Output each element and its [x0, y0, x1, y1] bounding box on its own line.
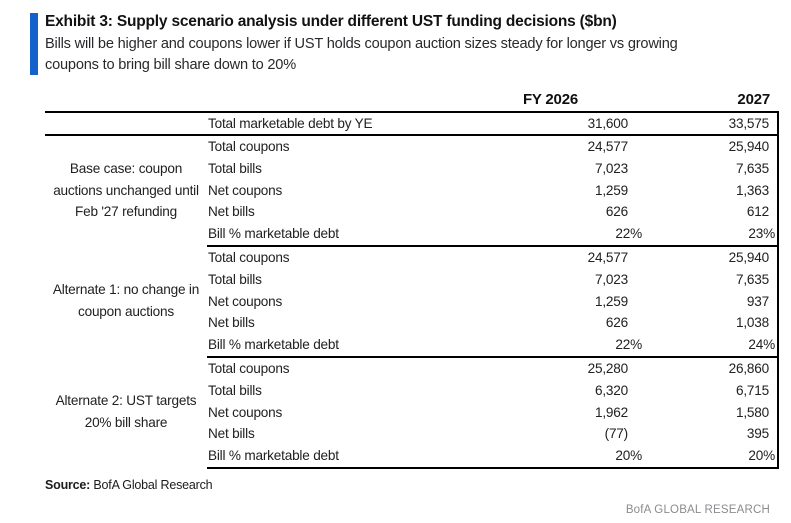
scenario-line: auctions unchanged until — [53, 182, 199, 198]
header-label-spacer — [207, 89, 420, 113]
scenario-label-alternate-2: Alternate 2: UST targets 20% bill share — [45, 357, 207, 468]
table-row: Net coupons 1,259 1,363 — [45, 179, 779, 202]
value-fy2026: 626 — [605, 315, 628, 331]
value-fy2026: 22% — [420, 334, 645, 358]
supply-scenario-table: FY 2026 2027 Total marketable debt by YE… — [45, 89, 779, 469]
value-2027: 7,635 — [645, 268, 779, 291]
row-label: Total bills — [208, 160, 262, 176]
value-2027: 26,860 — [645, 356, 779, 380]
table-row: Net coupons 1,962 1,580 — [45, 401, 779, 424]
header-text: Exhibit 3: Supply scenario analysis unde… — [45, 13, 678, 75]
value-2027: 1,580 — [645, 401, 779, 424]
value-2027: 20% — [645, 445, 779, 469]
scenario-line: Alternate 2: UST targets — [55, 393, 197, 409]
row-label: Total coupons — [208, 139, 290, 154]
value-2027: 6,715 — [645, 379, 779, 402]
value-fy2026: 25,280 — [587, 360, 629, 376]
value-2027: 1,038 — [645, 312, 779, 335]
value-fy2026: 1,259 — [594, 293, 628, 309]
value-fy2026: 24,577 — [587, 249, 629, 265]
row-label: Net bills — [208, 426, 255, 442]
value-2027: 395 — [645, 423, 779, 446]
table-row: Net bills 626 1,038 — [45, 312, 779, 335]
value-fy2026: 7,023 — [594, 160, 628, 176]
row-label: Total coupons — [208, 249, 290, 265]
value-2027: 937 — [645, 290, 779, 313]
row-label: Total bills — [208, 271, 262, 287]
section-base-case: Base case: coupon auctions unchanged unt… — [45, 135, 779, 247]
value-fy2026: 6,320 — [594, 382, 628, 398]
exhibit-subtitle-line-1: Bills will be higher and coupons lower i… — [45, 36, 678, 52]
table-row: Net bills 626 612 — [45, 201, 779, 224]
table-row: Total bills 6,320 6,715 — [45, 379, 779, 402]
row-label: Net coupons — [208, 404, 283, 420]
source-line: Source: BofA Global Research — [45, 478, 791, 492]
value-2027: 612 — [645, 201, 779, 224]
value-fy2026: 22% — [420, 223, 645, 247]
row-label: Total bills — [208, 382, 262, 398]
value-2027: 1,363 — [645, 179, 779, 202]
row-label: Net bills — [208, 204, 255, 220]
table-row: Net bills (77) 395 — [45, 423, 779, 446]
scenario-label-alternate-1: Alternate 1: no change in coupon auction… — [45, 246, 207, 357]
value-fy2026: (77) — [604, 426, 629, 442]
scenario-label-base-case: Base case: coupon auctions unchanged unt… — [45, 135, 207, 246]
total-marketable-debt-row: Total marketable debt by YE 31,600 33,57… — [45, 112, 779, 136]
exhibit-header: Exhibit 3: Supply scenario analysis unde… — [0, 0, 791, 75]
section-alternate-2: Alternate 2: UST targets 20% bill share … — [45, 356, 779, 469]
table-row: Bill % marketable debt 22% 24% — [45, 334, 779, 358]
value-fy2026: 1,962 — [594, 404, 628, 420]
scenario-line: Base case: coupon — [69, 160, 183, 176]
row-label: Net coupons — [208, 182, 283, 198]
scenario-line: coupon auctions — [77, 303, 174, 319]
value-fy2026: 7,023 — [594, 271, 628, 287]
value-2027: 33,575 — [645, 112, 779, 136]
exhibit-title: Exhibit 3: Supply scenario analysis unde… — [45, 13, 617, 30]
row-label: Total marketable debt by YE — [207, 112, 420, 136]
table-row: Total bills 7,023 7,635 — [45, 268, 779, 291]
value-2027: 25,940 — [645, 245, 779, 269]
exhibit-subtitle-line-2: coupons to bring bill share down to 20% — [45, 56, 296, 73]
scenario-line: Alternate 1: no change in — [52, 282, 200, 298]
row-label: Net bills — [208, 315, 255, 331]
header-stub-spacer — [45, 89, 207, 113]
accent-bar — [30, 13, 38, 75]
table-row: Total bills 7,023 7,635 — [45, 157, 779, 180]
value-2027: 24% — [645, 334, 779, 358]
table-row: Alternate 1: no change in coupon auction… — [45, 245, 779, 319]
value-2027: 7,635 — [645, 157, 779, 180]
table-header-row: FY 2026 2027 — [45, 89, 778, 113]
value-fy2026: 1,259 — [594, 182, 628, 198]
source-value: BofA Global Research — [93, 477, 213, 492]
brand-footer: BofA GLOBAL RESEARCH — [625, 503, 770, 516]
table-row: Bill % marketable debt 22% 23% — [45, 223, 779, 247]
table-row: Bill % marketable debt 20% 20% — [45, 445, 779, 469]
scenario-line: 20% bill share — [84, 414, 168, 430]
scenario-line: Feb '27 refunding — [75, 204, 177, 220]
table-row: Net coupons 1,259 937 — [45, 290, 779, 313]
row-label: Total coupons — [208, 360, 290, 376]
value-fy2026: 626 — [605, 204, 628, 220]
column-header-2027: 2027 — [645, 89, 778, 113]
row-label: Bill % marketable debt — [207, 445, 420, 469]
row-label: Bill % marketable debt — [207, 223, 420, 247]
value-2027: 23% — [645, 223, 779, 247]
table-row: Alternate 2: UST targets 20% bill share … — [45, 356, 779, 430]
value-2027: 25,940 — [645, 135, 779, 158]
column-header-fy2026: FY 2026 — [420, 89, 645, 113]
table-row: Base case: coupon auctions unchanged unt… — [45, 135, 779, 219]
source-label: Source: — [45, 477, 91, 492]
row-label: Bill % marketable debt — [207, 334, 420, 358]
value-fy2026: 24,577 — [587, 139, 629, 154]
value-fy2026: 20% — [420, 445, 645, 469]
value-fy2026: 31,600 — [420, 112, 645, 136]
section-alternate-1: Alternate 1: no change in coupon auction… — [45, 245, 779, 358]
stub-spacer — [45, 112, 207, 136]
row-label: Net coupons — [208, 293, 283, 309]
